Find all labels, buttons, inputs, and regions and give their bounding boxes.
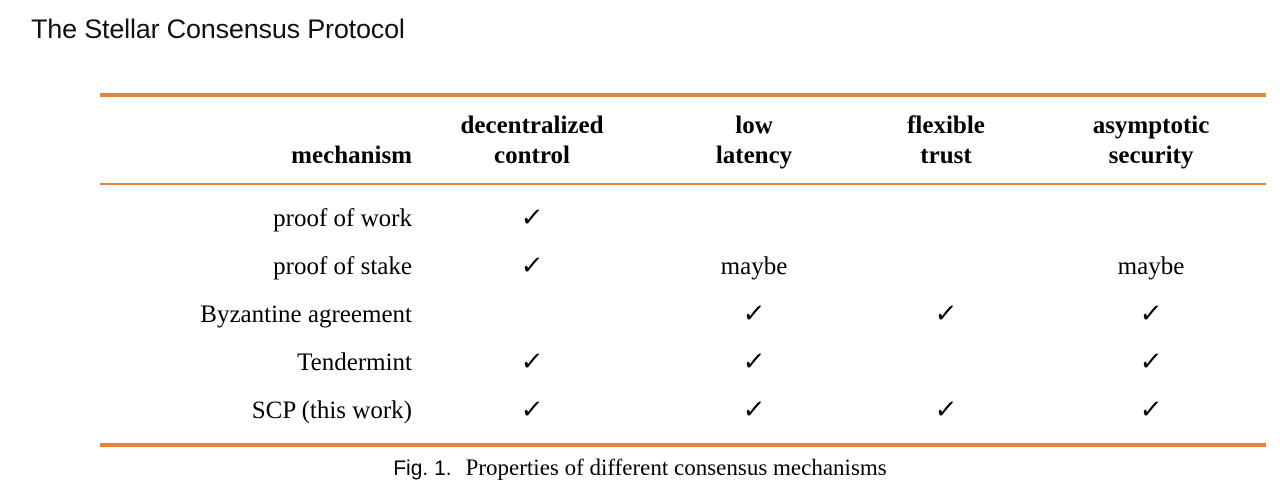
cell-decentralized-control xyxy=(412,291,652,339)
cell-mechanism: SCP (this work) xyxy=(251,397,412,424)
cell-flexible-trust xyxy=(856,339,1036,387)
cell-mechanism: Tendermint xyxy=(297,349,412,376)
column-header-low-latency: low latency xyxy=(715,112,793,169)
head-spacer xyxy=(100,171,1266,183)
cell-decentralized-control: ✓ xyxy=(412,243,652,291)
table-rule-bottom xyxy=(100,443,1266,447)
page-title: The Stellar Consensus Protocol xyxy=(31,14,405,44)
figure-caption-text: Properties of different consensus mechan… xyxy=(465,455,887,480)
column-header-decentralized-control: decentralized control xyxy=(460,112,604,169)
cell-asymptotic-security: ✓ xyxy=(1036,291,1266,339)
check-icon: ✓ xyxy=(933,395,959,425)
table-rule-top xyxy=(100,93,1266,97)
table-row: proof of work ✓ xyxy=(100,185,1266,243)
check-icon: ✓ xyxy=(741,347,767,377)
cell-asymptotic-security: ✓ xyxy=(1036,339,1266,387)
column-header-flexible-trust: flexible trust xyxy=(907,112,985,169)
cell-flexible-trust: ✓ xyxy=(856,291,1036,339)
check-icon: ✓ xyxy=(933,299,959,329)
cell-low-latency: ✓ xyxy=(652,291,856,339)
figure-caption: Fig. 1. Properties of different consensus… xyxy=(0,455,1280,481)
head-spacer xyxy=(100,97,1266,111)
check-icon: ✓ xyxy=(519,251,545,281)
cell-low-latency xyxy=(652,185,856,243)
table-head: mechanism decentralized control low late… xyxy=(100,97,1266,183)
cell-mechanism: Byzantine agreement xyxy=(200,301,412,328)
table-header-row: mechanism decentralized control low late… xyxy=(100,111,1266,171)
cell-flexible-trust xyxy=(856,185,1036,243)
check-icon: ✓ xyxy=(741,299,767,329)
column-header-asymptotic-security: asymptotic security xyxy=(1092,112,1210,169)
table-row: Byzantine agreement ✓ ✓ ✓ xyxy=(100,291,1266,339)
cell-flexible-trust: ✓ xyxy=(856,387,1036,443)
table-rule-middle xyxy=(100,183,1266,185)
table-body: proof of work ✓ proof of stake ✓ xyxy=(100,185,1266,443)
cell-low-latency: maybe xyxy=(720,253,788,280)
cell-asymptotic-security: ✓ xyxy=(1036,387,1266,443)
cell-low-latency: ✓ xyxy=(652,339,856,387)
cell-flexible-trust xyxy=(856,243,1036,291)
table-row: proof of stake ✓ maybe maybe xyxy=(100,243,1266,291)
cell-decentralized-control: ✓ xyxy=(412,185,652,243)
cell-asymptotic-security: maybe xyxy=(1117,253,1185,280)
figure-number: Fig. 1. xyxy=(393,457,452,480)
cell-mechanism: proof of stake xyxy=(273,253,412,280)
table-row: SCP (this work) ✓ ✓ ✓ ✓ xyxy=(100,387,1266,443)
table-row: Tendermint ✓ ✓ ✓ xyxy=(100,339,1266,387)
properties-table-body: proof of work ✓ proof of stake ✓ xyxy=(100,185,1266,443)
column-header-mechanism: mechanism xyxy=(291,142,412,169)
cell-decentralized-control: ✓ xyxy=(412,387,652,443)
cell-decentralized-control: ✓ xyxy=(412,339,652,387)
check-icon: ✓ xyxy=(519,347,545,377)
check-icon: ✓ xyxy=(1138,299,1164,329)
figure-table: mechanism decentralized control low late… xyxy=(100,93,1266,447)
check-icon: ✓ xyxy=(741,395,767,425)
check-icon: ✓ xyxy=(1138,395,1164,425)
properties-table: mechanism decentralized control low late… xyxy=(100,97,1266,183)
cell-asymptotic-security xyxy=(1036,185,1266,243)
cell-mechanism: proof of work xyxy=(273,205,412,232)
check-icon: ✓ xyxy=(519,203,545,233)
check-icon: ✓ xyxy=(519,395,545,425)
cell-low-latency: ✓ xyxy=(652,387,856,443)
check-icon: ✓ xyxy=(1138,347,1164,377)
